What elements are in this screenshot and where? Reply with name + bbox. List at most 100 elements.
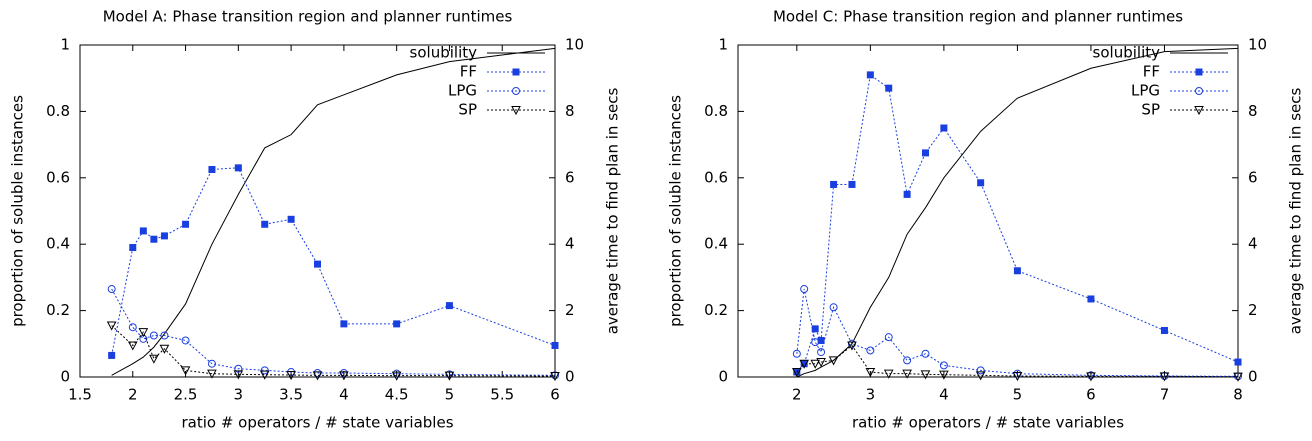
y-tick-label: 0.2 <box>704 301 728 319</box>
marker <box>816 358 826 368</box>
series-line <box>111 47 556 376</box>
marker <box>180 366 191 376</box>
marker <box>830 180 838 188</box>
marker <box>975 371 986 381</box>
marker <box>903 356 912 365</box>
marker <box>129 244 137 252</box>
marker <box>160 232 168 240</box>
legend-marker <box>1195 87 1203 95</box>
marker <box>885 84 893 92</box>
y-tick-label: 0.8 <box>46 102 70 120</box>
marker <box>829 303 838 312</box>
legend-label: LPG <box>1131 82 1160 100</box>
marker <box>1159 372 1170 382</box>
marker <box>1233 372 1243 382</box>
y2-tick-label: 0 <box>565 368 575 386</box>
marker <box>791 368 802 378</box>
x-tick-label: 2.5 <box>174 386 198 404</box>
marker <box>884 333 893 342</box>
x-tick-label: 3.5 <box>279 386 303 404</box>
marker <box>792 349 801 358</box>
y-tick-label: 0 <box>60 368 70 386</box>
y-tick-label: 0 <box>718 368 728 386</box>
y-tick-label: 0.6 <box>704 168 728 186</box>
marker <box>883 369 894 379</box>
marker <box>922 149 929 157</box>
marker <box>810 359 821 369</box>
y2-axis-label: average time to find plan in secs <box>1287 88 1305 335</box>
y2-tick-label: 2 <box>565 301 575 319</box>
y2-tick-label: 0 <box>1248 368 1258 386</box>
x-tick-label: 5 <box>445 386 455 404</box>
marker <box>287 215 295 223</box>
x-tick-label: 6 <box>550 386 560 404</box>
chart: Model C: Phase transition region and pla… <box>667 8 1305 432</box>
marker <box>139 227 147 235</box>
series-line <box>796 74 1239 373</box>
x-tick-label: 6 <box>1086 386 1096 404</box>
marker <box>817 348 826 357</box>
marker <box>848 180 856 188</box>
marker <box>1234 358 1242 366</box>
marker <box>920 370 931 380</box>
y2-axis-label: average time to find plan in secs <box>604 88 622 335</box>
x-tick-label: 1.5 <box>68 386 92 404</box>
legend-label: solubility <box>1093 44 1161 62</box>
legend-marker <box>512 87 520 95</box>
y2-tick-label: 8 <box>565 102 575 120</box>
marker <box>181 336 190 345</box>
marker <box>445 370 454 379</box>
marker <box>138 328 149 338</box>
marker <box>1086 372 1096 382</box>
x-tick-label: 3 <box>866 386 876 404</box>
y2-tick-label: 8 <box>1248 102 1258 120</box>
series-line <box>796 288 1239 377</box>
marker <box>445 302 453 310</box>
marker <box>108 351 116 359</box>
legend-label: FF <box>460 63 477 81</box>
marker <box>340 320 348 328</box>
y2-tick-label: 4 <box>1248 235 1258 253</box>
marker <box>234 364 243 373</box>
marker <box>207 359 216 368</box>
y-tick-label: 0.4 <box>46 235 70 253</box>
marker <box>444 371 455 381</box>
marker <box>312 371 323 381</box>
x-tick-label: 2 <box>792 386 802 404</box>
legend-label: LPG <box>448 82 477 100</box>
marker <box>902 369 912 379</box>
x-tick-label: 4.5 <box>385 386 409 404</box>
marker <box>159 344 170 354</box>
marker <box>234 164 242 172</box>
marker <box>1087 295 1095 303</box>
marker <box>106 321 117 331</box>
y-tick-label: 0.8 <box>704 102 728 120</box>
marker <box>940 124 948 132</box>
marker <box>817 336 825 344</box>
marker <box>233 370 244 380</box>
chart-title: Model A: Phase transition region and pla… <box>103 8 513 26</box>
marker <box>800 360 808 368</box>
marker <box>160 331 169 340</box>
y2-tick-label: 10 <box>1248 36 1267 54</box>
legend-marker <box>1195 68 1203 76</box>
y-tick-label: 0.6 <box>46 168 70 186</box>
marker <box>1012 372 1023 382</box>
legend-label: SP <box>458 101 477 119</box>
marker <box>207 369 217 379</box>
y-tick-label: 0.2 <box>46 301 70 319</box>
marker <box>921 349 930 358</box>
marker <box>903 190 911 198</box>
series-line <box>796 47 1239 378</box>
marker <box>866 346 875 355</box>
y2-tick-label: 6 <box>565 168 575 186</box>
x-tick-label: 5.5 <box>490 386 514 404</box>
marker <box>865 368 876 378</box>
series-line <box>111 325 556 377</box>
marker <box>149 331 158 340</box>
series-line <box>111 167 556 356</box>
marker <box>1086 371 1095 380</box>
marker <box>286 371 296 381</box>
marker <box>1160 327 1168 335</box>
